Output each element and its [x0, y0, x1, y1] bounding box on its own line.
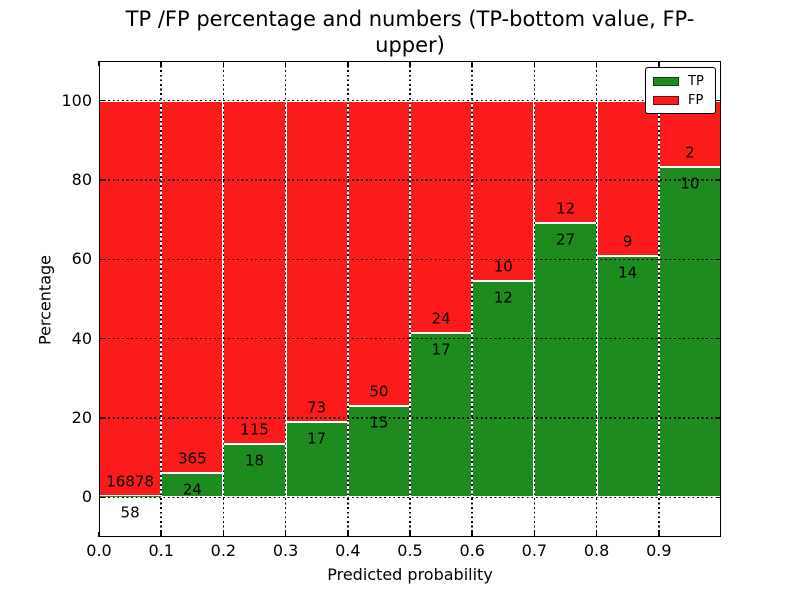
y-tick-label: 20 [71, 408, 92, 427]
x-tick-mark-top [471, 61, 473, 66]
tp-count-label: 15 [369, 413, 389, 432]
x-tick-mark-top [222, 61, 225, 66]
vertical-gridline [284, 61, 287, 537]
y-tick-label: 60 [71, 249, 92, 269]
tp-count-label: 10 [680, 174, 700, 193]
legend-label-tp: TP [688, 73, 704, 89]
tp-count-label: 24 [182, 480, 202, 499]
y-tick-mark [99, 258, 104, 261]
x-tick-mark-top [409, 61, 411, 66]
legend-item-tp: TP [653, 74, 709, 88]
y-tick-mark-right [716, 258, 721, 261]
tp-count-label: 58 [120, 503, 140, 522]
fp-count-label: 12 [555, 199, 576, 218]
y-tick-mark-right [716, 179, 721, 181]
tp-count-label: 14 [618, 263, 638, 282]
tick-marks-layer [98, 61, 721, 537]
x-tick-mark-top [595, 61, 598, 66]
y-tick-label: 40 [71, 328, 92, 348]
fp-count-label: 9 [622, 232, 633, 251]
vertical-gridline [595, 61, 598, 537]
x-tick-mark [222, 532, 225, 537]
legend-swatch-tp [653, 76, 679, 86]
legend-item-fp: FP [653, 93, 709, 107]
vertical-gridline [222, 61, 225, 537]
y-tick-mark-right [716, 417, 721, 419]
tp-count-label: 18 [244, 451, 265, 470]
tp-count-label: 27 [555, 230, 576, 249]
x-tick-label: 0.6 [459, 541, 485, 560]
x-tick-label: 0.8 [583, 541, 610, 560]
x-tick-mark-top [347, 61, 349, 66]
tp-count-label: 12 [493, 288, 513, 307]
x-tick-mark-top [160, 61, 162, 66]
fp-bar-segment [534, 100, 597, 223]
x-tick-label: 0.9 [646, 541, 672, 560]
grid-layer [99, 61, 721, 537]
legend: TP FP [645, 67, 716, 114]
y-tick-mark [99, 417, 104, 419]
chart-title-line1: TP /FP percentage and numbers (TP-bottom… [125, 7, 695, 57]
legend-swatch-fp [653, 95, 679, 105]
x-tick-label: 0.7 [521, 541, 548, 560]
x-tick-mark [160, 532, 162, 537]
bars-layer [99, 61, 721, 537]
tp-bar-segment [347, 405, 410, 498]
vertical-gridline [533, 61, 536, 537]
vertical-gridline [409, 61, 411, 537]
vertical-gridline [658, 61, 660, 537]
y-tick-mark-right [716, 99, 721, 102]
fp-count-label: 16878 [106, 472, 154, 491]
y-tick-mark [99, 179, 104, 181]
bar-labels-layer: 58 16878 24 365 18 115 17 73 15 50 17 24 12 10 27 12 14 9… [99, 61, 721, 537]
vertical-gridline [160, 61, 162, 537]
tp-count-label: 17 [431, 340, 451, 359]
x-tick-mark [658, 532, 660, 537]
y-tick-mark [99, 99, 104, 102]
tp-bar-segment [472, 280, 535, 498]
legend-label-fp: FP [688, 92, 704, 108]
x-tick-label: 0.5 [397, 541, 423, 560]
fp-count-label: 73 [307, 398, 327, 417]
fp-bar-segment [596, 100, 659, 256]
x-tick-mark [533, 532, 536, 537]
tp-count-label: 17 [307, 429, 327, 448]
y-tick-label: 80 [71, 170, 92, 189]
tp-bar-segment [410, 332, 473, 498]
x-tick-mark [347, 532, 349, 537]
vertical-gridline [347, 61, 349, 537]
x-tick-mark-top [533, 61, 536, 66]
fp-count-label: 115 [240, 420, 269, 439]
fp-count-label: 10 [493, 257, 513, 276]
x-tick-label: 0.1 [148, 541, 174, 560]
x-tick-mark [284, 532, 287, 537]
y-tick-mark-right [716, 337, 721, 340]
x-tick-label: 0.3 [272, 541, 299, 560]
fp-count-label: 365 [177, 449, 207, 468]
fp-count-label: 50 [369, 382, 389, 401]
x-tick-mark [409, 532, 411, 537]
y-tick-mark-right [716, 496, 721, 499]
tp-bar-segment [658, 166, 721, 498]
y-tick-mark [99, 337, 104, 340]
x-tick-mark-top [284, 61, 287, 66]
fp-count-label: 2 [685, 143, 695, 162]
y-tick-label: 100 [61, 90, 92, 110]
x-tick-label: 0.0 [86, 541, 112, 560]
x-tick-mark-top [658, 61, 660, 66]
plot-area: 58 16878 24 365 18 115 17 73 15 50 17 24 12 10 27 12 14 9… [98, 61, 721, 537]
y-tick-label: 0 [81, 487, 92, 507]
fp-count-label: 24 [431, 309, 451, 328]
x-tick-mark [471, 532, 473, 537]
x-tick-label: 0.2 [210, 541, 237, 560]
y-tick-mark [99, 496, 104, 499]
x-tick-mark [595, 532, 598, 537]
x-axis-label: Predicted probability [327, 565, 493, 584]
x-tick-label: 0.4 [335, 541, 361, 560]
vertical-gridline [471, 61, 473, 537]
